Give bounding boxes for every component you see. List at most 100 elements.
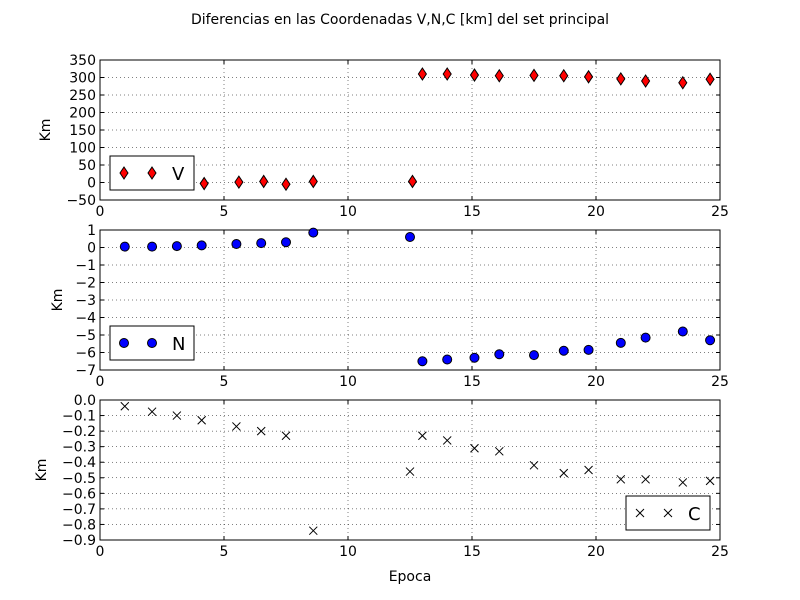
data-point <box>259 174 269 189</box>
data-point <box>705 72 715 87</box>
y-tick-label: −7 <box>75 363 96 379</box>
legend: V <box>109 155 195 191</box>
x-tick-label: 10 <box>339 374 357 390</box>
chart-title: Diferencias en las Coordenadas V,N,C [km… <box>191 12 609 28</box>
data-point <box>308 227 319 238</box>
marker-stroke <box>172 411 182 420</box>
y-tick-label: 0 <box>87 241 96 257</box>
y-tick-label: 200 <box>69 106 96 122</box>
marker-stroke <box>584 465 593 475</box>
data-point <box>442 67 452 81</box>
data-point <box>583 69 594 84</box>
data-point <box>559 68 569 83</box>
marker-stroke <box>232 422 241 431</box>
marker-stroke <box>308 526 318 536</box>
data-point <box>231 239 242 249</box>
x-tick-label: 0 <box>96 204 105 220</box>
legend-marker <box>147 338 157 348</box>
y-tick-label: −0.1 <box>62 409 96 425</box>
data-point <box>640 332 651 343</box>
x-tick-label: 20 <box>587 204 605 220</box>
legend-marker <box>635 508 645 518</box>
data-point <box>469 352 480 363</box>
y-tick-label: −0.9 <box>62 533 96 549</box>
data-point <box>442 354 453 365</box>
x-tick-label: 5 <box>220 544 229 560</box>
data-point <box>417 356 428 367</box>
marker-stroke <box>641 474 650 484</box>
data-point <box>405 232 415 242</box>
marker-stroke <box>281 431 291 441</box>
y-tick-label: −3 <box>75 293 96 309</box>
y-tick-label: −0.4 <box>62 455 96 471</box>
data-point <box>640 74 651 88</box>
data-point <box>559 468 569 478</box>
data-point <box>407 174 418 189</box>
data-point <box>197 415 207 425</box>
data-point <box>119 241 130 252</box>
legend-marker <box>119 338 129 348</box>
marker-stroke <box>197 415 207 425</box>
x-tick-label: 25 <box>711 544 729 560</box>
data-point <box>494 349 505 360</box>
data-point <box>256 238 267 249</box>
data-point <box>677 326 688 337</box>
plot-frame <box>99 229 721 371</box>
data-point <box>558 345 569 356</box>
data-point <box>281 237 291 248</box>
y-tick-label: −0.8 <box>62 517 96 533</box>
data-point <box>147 407 157 417</box>
x-tick-label: 0 <box>96 374 105 390</box>
y-tick-label: −1 <box>75 258 96 274</box>
marker-stroke <box>663 508 673 518</box>
legend-label: N <box>172 334 185 355</box>
y-tick-label: −4 <box>75 311 96 327</box>
y-tick-label: −0.6 <box>62 486 96 502</box>
legend: N <box>109 325 195 361</box>
legend-marker <box>119 166 129 180</box>
data-point <box>442 436 452 445</box>
y-tick-label: 300 <box>69 71 96 87</box>
y-tick-label: −50 <box>66 193 96 209</box>
marker-stroke <box>256 426 266 436</box>
y-tick-label: 350 <box>69 53 96 69</box>
data-point <box>196 240 207 251</box>
y-axis-label: Km <box>34 459 50 482</box>
data-point <box>281 177 291 192</box>
x-tick-label: 5 <box>220 204 229 220</box>
marker-stroke <box>559 468 569 478</box>
y-tick-label: −2 <box>75 276 96 292</box>
data-point <box>199 176 209 191</box>
y-tick-label: −0.7 <box>62 502 96 518</box>
x-tick-label: 10 <box>339 544 357 560</box>
legend-marker <box>147 166 157 180</box>
data-point <box>417 67 428 81</box>
marker-stroke <box>616 474 626 484</box>
y-tick-label: −5 <box>75 328 96 344</box>
subplot-3: 0 5 10 15 20 250.0−0.1−0.2−0.3−0.4−0.5−0.6−0.… <box>34 393 729 560</box>
x-tick-label: 15 <box>463 544 481 560</box>
y-tick-label: −0.2 <box>62 424 96 440</box>
data-point <box>405 467 415 476</box>
data-point <box>256 426 266 436</box>
marker-stroke <box>442 436 452 445</box>
data-point <box>171 241 182 252</box>
y-axis-label: Km <box>50 289 66 312</box>
data-point <box>469 68 480 82</box>
data-point <box>584 465 593 475</box>
y-axis-label: Km <box>38 119 54 142</box>
data-point <box>678 478 688 487</box>
y-tick-label: 0.0 <box>74 393 96 409</box>
data-point <box>583 344 594 355</box>
data-point <box>678 75 688 90</box>
marker-stroke <box>470 443 479 453</box>
data-point <box>705 476 715 486</box>
data-point <box>529 460 539 470</box>
x-tick-label: 25 <box>711 374 729 390</box>
x-tick-label: 25 <box>711 204 729 220</box>
legend: C <box>625 495 711 531</box>
